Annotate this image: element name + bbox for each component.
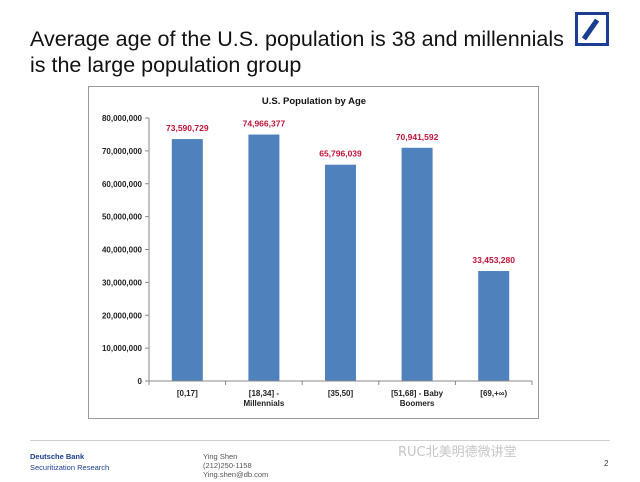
x-tick-label: Millennials	[243, 399, 284, 408]
population-bar-chart: U.S. Population by Age 0 10,000,000 20,000…	[102, 96, 533, 408]
data-label-background	[311, 147, 370, 160]
x-tick-label: [51,68] - Baby	[391, 389, 444, 398]
y-tick-label: 70,000,000	[102, 147, 143, 156]
x-tick-label: Boomers	[400, 399, 435, 408]
bars	[171, 134, 510, 381]
y-tick-label: 10,000,000	[102, 344, 143, 353]
x-tick-label: [18,34] -	[249, 389, 280, 398]
y-tick-label: 0	[138, 377, 143, 386]
footer-contact-phone: (212)250-1158	[203, 461, 252, 470]
bar	[478, 271, 510, 381]
x-tick-label: [69,+∞)	[480, 389, 507, 398]
page-number: 2	[604, 459, 609, 468]
data-label-background	[388, 130, 447, 143]
y-tick-label: 20,000,000	[102, 311, 143, 320]
footer-company: Deutsche Bank	[30, 452, 85, 461]
x-axis: [0,17] [18,34] -Millennials [35,50] [51,68]…	[148, 380, 533, 408]
chart-container: U.S. Population by Age 0 10,000,000 20,000…	[88, 86, 539, 419]
data-label: 33,453,280	[472, 255, 515, 265]
data-label: 73,590,729	[166, 123, 209, 133]
footer-contact-name: Ying Shen	[203, 452, 238, 461]
watermark: RUC北美明德微讲堂	[398, 445, 517, 460]
bar	[248, 134, 280, 381]
data-label: 65,796,039	[319, 149, 362, 159]
slide-title: Average age of the U.S. population is 38…	[30, 27, 564, 77]
deutsche-bank-logo-icon	[575, 12, 609, 46]
data-labels: 73,590,729 74,966,377 65,796,039 70,941,592…	[158, 117, 523, 267]
bar	[401, 147, 433, 381]
data-label: 70,941,592	[396, 132, 439, 142]
data-label-background	[158, 122, 217, 135]
bar	[171, 139, 203, 381]
data-label-background	[234, 117, 293, 130]
x-tick-label: [0,17]	[177, 389, 198, 398]
y-axis: 0 10,000,000 20,000,000 30,000,000 40,000,00…	[102, 114, 150, 386]
footer-department: Securitization Research	[30, 463, 110, 472]
chart-title: U.S. Population by Age	[262, 96, 366, 107]
y-tick-label: 30,000,000	[102, 278, 143, 287]
footer-divider	[30, 440, 610, 441]
y-tick-label: 50,000,000	[102, 213, 143, 222]
data-label: 74,966,377	[243, 119, 286, 129]
y-tick-label: 40,000,000	[102, 246, 143, 255]
footer-contact-email: Ying.shen@db.com	[203, 470, 269, 479]
x-tick-label: [35,50]	[328, 389, 354, 398]
y-tick-label: 60,000,000	[102, 180, 143, 189]
bar	[325, 164, 356, 381]
y-tick-label: 80,000,000	[102, 114, 143, 123]
data-label-background	[464, 254, 523, 267]
